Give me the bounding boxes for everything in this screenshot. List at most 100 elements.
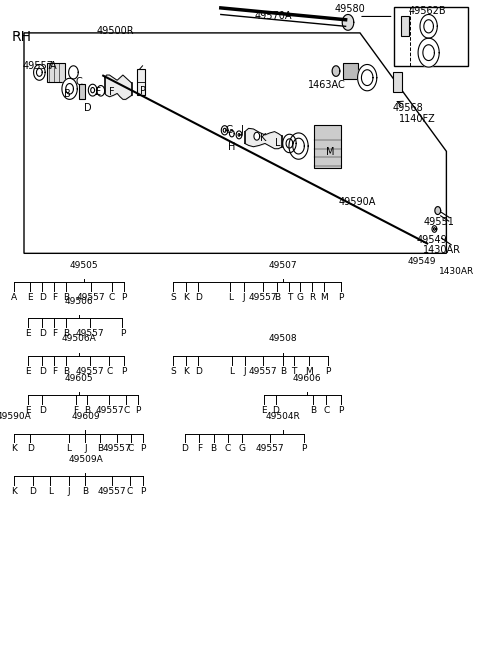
Text: D: D xyxy=(39,293,46,302)
Text: B: B xyxy=(280,367,286,376)
Polygon shape xyxy=(332,66,340,76)
Text: T: T xyxy=(291,367,297,376)
Text: 49605: 49605 xyxy=(65,374,94,383)
Text: A: A xyxy=(12,293,17,302)
Text: E: E xyxy=(261,406,267,415)
Text: RH: RH xyxy=(12,30,32,43)
Polygon shape xyxy=(66,84,73,94)
Polygon shape xyxy=(286,139,293,148)
Text: 49549: 49549 xyxy=(417,235,447,245)
Polygon shape xyxy=(342,14,354,30)
Bar xyxy=(343,63,358,79)
Bar xyxy=(401,16,409,36)
Text: S: S xyxy=(170,293,176,302)
Text: D: D xyxy=(273,406,279,415)
Text: F: F xyxy=(52,293,57,302)
Text: 49562B: 49562B xyxy=(408,6,446,16)
Text: P: P xyxy=(140,86,146,96)
Text: P: P xyxy=(140,487,146,496)
Polygon shape xyxy=(435,207,441,215)
Text: K: K xyxy=(183,367,189,376)
Text: P: P xyxy=(301,444,307,453)
Text: 49557: 49557 xyxy=(102,444,131,453)
Text: C: C xyxy=(128,444,134,453)
Text: 49507: 49507 xyxy=(269,261,298,270)
Text: K: K xyxy=(12,444,17,453)
Polygon shape xyxy=(221,126,228,135)
Text: G: G xyxy=(239,444,246,453)
Text: 49557: 49557 xyxy=(97,487,126,496)
Text: F: F xyxy=(108,87,114,97)
Text: B: B xyxy=(63,329,69,338)
Polygon shape xyxy=(293,138,304,154)
Text: B: B xyxy=(83,487,88,496)
Text: S: S xyxy=(170,367,176,376)
Text: L: L xyxy=(275,138,280,149)
Text: 49508: 49508 xyxy=(269,334,298,343)
Text: B: B xyxy=(275,293,280,302)
Text: B: B xyxy=(64,89,71,99)
Text: P: P xyxy=(338,293,344,302)
Text: C: C xyxy=(323,406,330,415)
Polygon shape xyxy=(24,33,446,253)
Text: E: E xyxy=(27,293,33,302)
Text: K: K xyxy=(260,133,266,143)
Text: H: H xyxy=(228,141,235,152)
Polygon shape xyxy=(254,132,260,140)
Polygon shape xyxy=(236,131,242,139)
Text: F: F xyxy=(52,367,57,376)
Text: K: K xyxy=(183,293,189,302)
Text: 1430AR: 1430AR xyxy=(422,245,461,255)
Text: C: C xyxy=(126,487,133,496)
Text: D: D xyxy=(29,487,36,496)
Text: R: R xyxy=(309,293,315,302)
Text: G: G xyxy=(225,125,233,136)
Text: 49557: 49557 xyxy=(249,367,277,376)
Text: 49568: 49568 xyxy=(393,103,423,113)
Polygon shape xyxy=(424,20,433,33)
Text: 49557: 49557 xyxy=(76,367,105,376)
Text: 49580: 49580 xyxy=(335,4,366,14)
Text: B: B xyxy=(97,444,103,453)
Text: P: P xyxy=(120,329,125,338)
Text: D: D xyxy=(181,444,188,453)
Text: B: B xyxy=(84,406,90,415)
Text: B: B xyxy=(211,444,216,453)
Text: C: C xyxy=(123,406,130,415)
Text: D: D xyxy=(195,367,202,376)
Text: 49506A: 49506A xyxy=(62,334,96,343)
Text: J: J xyxy=(67,487,70,496)
Text: 49505: 49505 xyxy=(70,261,98,270)
Text: E: E xyxy=(25,329,31,338)
Polygon shape xyxy=(358,64,377,91)
Text: 49500R: 49500R xyxy=(96,26,134,36)
Text: 49506: 49506 xyxy=(65,297,94,306)
Text: 49557: 49557 xyxy=(256,444,285,453)
Bar xyxy=(314,125,341,168)
Text: 49549: 49549 xyxy=(407,257,436,266)
Text: A: A xyxy=(49,61,56,71)
Text: F: F xyxy=(52,329,57,338)
Polygon shape xyxy=(432,226,437,232)
Polygon shape xyxy=(36,68,42,76)
Bar xyxy=(394,7,468,66)
Text: T: T xyxy=(287,293,292,302)
Text: 49504R: 49504R xyxy=(266,412,300,421)
Text: 1463AC: 1463AC xyxy=(308,80,345,90)
Text: 49609: 49609 xyxy=(71,412,100,421)
Text: F: F xyxy=(197,444,202,453)
Text: 1140FZ: 1140FZ xyxy=(399,114,436,124)
Text: 49557: 49557 xyxy=(249,293,277,302)
Text: J: J xyxy=(241,125,244,136)
Text: J: J xyxy=(242,293,245,302)
Polygon shape xyxy=(91,88,95,93)
Polygon shape xyxy=(283,134,296,153)
Text: 49590A: 49590A xyxy=(0,412,32,421)
Text: E: E xyxy=(25,367,31,376)
Text: P: P xyxy=(135,406,141,415)
Bar xyxy=(137,69,145,95)
Text: E: E xyxy=(25,406,31,415)
Text: 49557: 49557 xyxy=(95,406,124,415)
Text: 49557: 49557 xyxy=(77,293,106,302)
Text: D: D xyxy=(39,406,46,415)
